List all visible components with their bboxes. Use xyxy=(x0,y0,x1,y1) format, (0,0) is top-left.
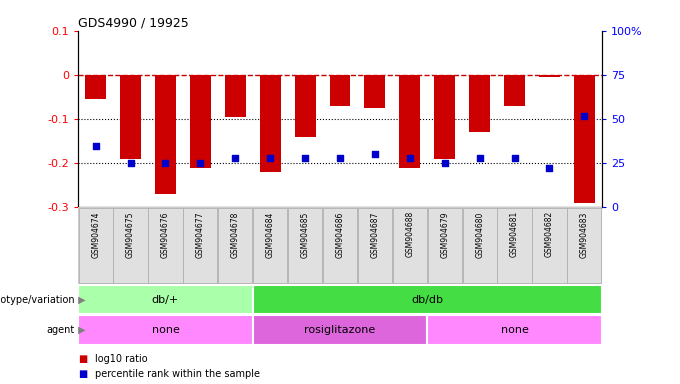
Point xyxy=(195,160,206,166)
Bar xyxy=(225,75,245,117)
Bar xyxy=(498,208,532,283)
Text: none: none xyxy=(500,325,528,335)
Text: ■: ■ xyxy=(78,354,88,364)
Bar xyxy=(78,316,253,345)
Point xyxy=(439,160,450,166)
Point xyxy=(474,155,485,161)
Bar xyxy=(504,75,525,106)
Text: db/+: db/+ xyxy=(152,295,179,305)
Bar xyxy=(260,75,281,172)
Bar xyxy=(85,75,106,99)
Text: GSM904683: GSM904683 xyxy=(580,211,589,258)
Text: GSM904681: GSM904681 xyxy=(510,211,519,257)
Bar xyxy=(364,75,386,108)
Bar xyxy=(120,75,141,159)
Bar xyxy=(253,285,602,314)
Point xyxy=(509,155,520,161)
Text: GSM904675: GSM904675 xyxy=(126,211,135,258)
Text: log10 ratio: log10 ratio xyxy=(95,354,148,364)
Text: GSM904677: GSM904677 xyxy=(196,211,205,258)
Point xyxy=(405,155,415,161)
Point xyxy=(230,155,241,161)
Bar xyxy=(79,208,113,283)
Text: GSM904676: GSM904676 xyxy=(161,211,170,258)
Text: GSM904684: GSM904684 xyxy=(266,211,275,258)
Point xyxy=(160,160,171,166)
Bar xyxy=(427,316,602,345)
Point xyxy=(544,166,555,172)
Bar xyxy=(184,208,218,283)
Bar xyxy=(393,208,427,283)
Bar xyxy=(190,75,211,167)
Bar xyxy=(323,208,357,283)
Bar xyxy=(148,208,182,283)
Point xyxy=(300,155,311,161)
Bar xyxy=(358,208,392,283)
Text: GSM904686: GSM904686 xyxy=(335,211,345,258)
Text: GSM904674: GSM904674 xyxy=(91,211,100,258)
Text: GSM904679: GSM904679 xyxy=(440,211,449,258)
Text: GSM904688: GSM904688 xyxy=(405,211,414,257)
Bar xyxy=(532,208,566,283)
Text: GSM904687: GSM904687 xyxy=(371,211,379,258)
Point xyxy=(335,155,345,161)
Bar xyxy=(294,75,316,137)
Text: GSM904678: GSM904678 xyxy=(231,211,240,258)
Bar xyxy=(218,208,252,283)
Bar xyxy=(253,208,287,283)
Bar xyxy=(428,208,462,283)
Bar xyxy=(539,75,560,77)
Point xyxy=(579,113,590,119)
Bar xyxy=(399,75,420,167)
Text: agent: agent xyxy=(46,325,75,335)
Point xyxy=(90,142,101,149)
Text: GSM904680: GSM904680 xyxy=(475,211,484,258)
Bar xyxy=(469,75,490,132)
Text: db/db: db/db xyxy=(411,295,443,305)
Bar xyxy=(288,208,322,283)
Text: none: none xyxy=(152,325,180,335)
Bar xyxy=(114,208,148,283)
Bar xyxy=(155,75,176,194)
Bar xyxy=(574,75,595,203)
Text: rosiglitazone: rosiglitazone xyxy=(305,325,375,335)
Bar xyxy=(435,75,455,159)
Bar xyxy=(462,208,496,283)
Bar xyxy=(330,75,350,106)
Bar xyxy=(253,316,427,345)
Text: GSM904685: GSM904685 xyxy=(301,211,309,258)
Text: ▶: ▶ xyxy=(75,295,86,305)
Text: GDS4990 / 19925: GDS4990 / 19925 xyxy=(78,17,189,30)
Text: percentile rank within the sample: percentile rank within the sample xyxy=(95,369,260,379)
Text: ▶: ▶ xyxy=(75,325,86,335)
Point xyxy=(125,160,136,166)
Text: genotype/variation: genotype/variation xyxy=(0,295,75,305)
Bar xyxy=(78,285,253,314)
Text: ■: ■ xyxy=(78,369,88,379)
Point xyxy=(265,155,275,161)
Bar xyxy=(567,208,601,283)
Point xyxy=(369,151,380,157)
Text: GSM904682: GSM904682 xyxy=(545,211,554,257)
